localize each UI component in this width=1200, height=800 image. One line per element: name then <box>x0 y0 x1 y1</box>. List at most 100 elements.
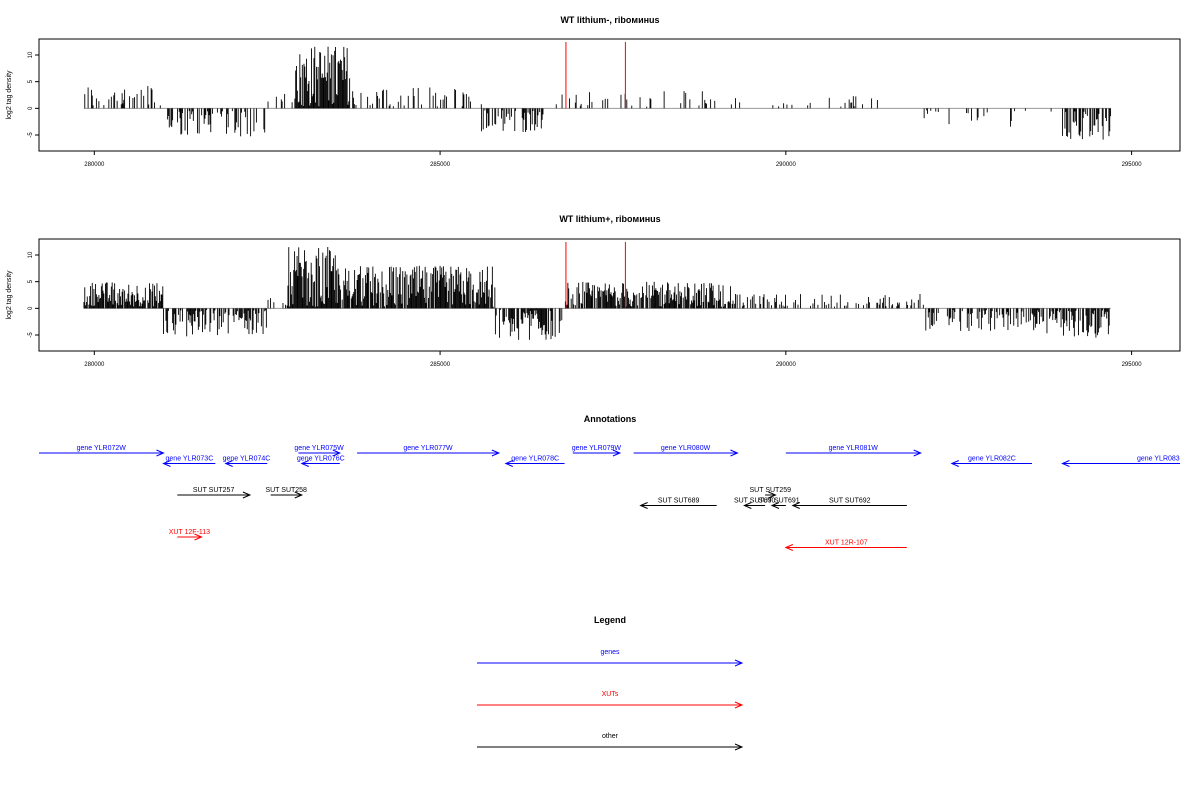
feature-gene: gene YLR079W <box>572 445 622 457</box>
feature-label: gene YLR081W <box>829 445 879 452</box>
feature-label: gene YLR078C <box>511 456 559 463</box>
feature-label: XUT 12F-113 <box>169 529 210 536</box>
x-tick-label: 285000 <box>430 362 451 368</box>
feature-other: SUT SUT259 <box>750 487 792 499</box>
legend-arrowhead <box>734 743 744 751</box>
feature-gene: gene YLR076C <box>297 456 345 467</box>
annotation-features: gene YLR072W gene YLR073C gene YLR074C gene… <box>39 445 1180 551</box>
feature-label: gene YLR073C <box>166 456 214 463</box>
feature-label: gene YLR083 <box>1137 456 1180 463</box>
feature-label: SUT SUT689 <box>658 498 700 505</box>
feature-gene: gene YLR075W <box>294 445 344 457</box>
y-tick-label: 0 <box>28 306 34 310</box>
feature-arrowhead <box>743 502 752 509</box>
feature-arrowhead <box>913 449 922 457</box>
feature-other: SUT SUT258 <box>265 487 307 499</box>
y-tick-label: 5 <box>28 279 34 283</box>
feature-label: gene YLR074C <box>223 456 271 463</box>
feature-gene: gene YLR074C <box>223 456 271 467</box>
feature-other: SUT SUT689 <box>639 498 717 509</box>
x-tick-label: 290000 <box>776 162 797 168</box>
feature-label: SUT SUT258 <box>265 487 307 494</box>
feature-label: gene YLR072W <box>77 445 127 452</box>
feature-gene: gene YLR083 <box>1061 456 1180 467</box>
y-tick-label: 5 <box>28 79 34 83</box>
feature-label: gene YLR077W <box>403 445 453 452</box>
feature-arrowhead <box>194 533 203 541</box>
feature-arrowhead <box>639 502 648 509</box>
feature-arrowhead <box>730 449 739 457</box>
feature-other: SUT SUT690 <box>734 498 776 509</box>
y-tick-label: 10 <box>28 251 34 258</box>
legend-items: genes XUTs other <box>477 649 744 751</box>
feature-arrowhead <box>491 449 501 457</box>
feature-arrowhead <box>1061 460 1070 467</box>
feature-label: XUT 12R-107 <box>825 540 868 547</box>
panel-2-frame <box>38 238 1181 352</box>
y-tick-label: 0 <box>28 106 34 110</box>
feature-arrowhead <box>950 460 959 467</box>
legend-arrowhead <box>734 659 744 667</box>
feature-label: gene YLR079W <box>572 445 622 452</box>
feature-label: SUT SUT259 <box>750 487 792 494</box>
panel-2-axes: 280000 285000 290000 295000 -5 0 5 10 <box>28 251 1142 368</box>
x-tick-label: 285000 <box>430 162 451 168</box>
x-tick-label: 290000 <box>776 362 797 368</box>
panel-1-frame <box>38 38 1181 152</box>
feature-label: gene YLR082C <box>968 456 1016 463</box>
panel-lithium-plus: WT lithium+, riboминus log2 tag density … <box>6 214 1181 368</box>
panel-2-bars <box>83 247 1111 340</box>
panel-lithium-minus: WT lithium-, riboминus log2 tag density … <box>6 15 1181 168</box>
panel-1-axes: 280000 285000 290000 295000 -5 0 5 10 <box>28 51 1142 168</box>
feature-label: SUT SUT257 <box>193 487 235 494</box>
feature-xut: XUT 12R-107 <box>784 540 907 551</box>
feature-other: SUT SUT692 <box>791 498 907 509</box>
y-tick-label: -5 <box>28 332 34 338</box>
legend-label: XUTs <box>602 691 619 698</box>
feature-arrowhead <box>300 460 309 467</box>
panel-2-markers <box>565 242 626 309</box>
feature-gene: gene YLR078C <box>504 456 565 467</box>
legend-panel: Legend genes XUTs other <box>477 615 744 751</box>
feature-label: SUT SUT692 <box>829 498 871 505</box>
feature-arrowhead <box>784 544 794 551</box>
legend-label: genes <box>600 649 620 656</box>
feature-arrowhead <box>156 449 165 457</box>
x-tick-label: 280000 <box>84 362 105 368</box>
feature-gene: gene YLR073C <box>162 456 216 467</box>
feature-gene: gene YLR082C <box>950 456 1033 467</box>
feature-label: SUT SUT691 <box>758 498 800 505</box>
legend-arrowhead <box>734 701 744 709</box>
feature-xut: XUT 12F-113 <box>169 529 210 541</box>
feature-arrowhead <box>768 491 777 499</box>
feature-label: gene YLR080W <box>661 445 711 452</box>
feature-label: gene YLR076C <box>297 456 345 463</box>
feature-other: SUT SUT257 <box>177 487 252 499</box>
feature-gene: gene YLR080W <box>633 445 739 457</box>
x-tick-label: 295000 <box>1122 162 1143 168</box>
feature-other: SUT SUT691 <box>758 498 800 509</box>
feature-arrowhead <box>612 449 622 457</box>
feature-gene: gene YLR077W <box>357 445 501 457</box>
feature-arrowhead <box>504 460 513 467</box>
feature-arrowhead <box>224 460 233 467</box>
legend-title: Legend <box>594 615 626 625</box>
legend-label: other <box>602 733 619 740</box>
feature-arrowhead <box>294 491 304 499</box>
feature-arrowhead <box>791 502 800 509</box>
feature-label: SUT SUT690 <box>734 498 776 505</box>
feature-arrowhead <box>770 502 780 509</box>
annotations-title: Annotations <box>584 414 637 424</box>
feature-arrowhead <box>242 491 252 499</box>
feature-gene: gene YLR081W <box>785 445 922 457</box>
x-tick-label: 280000 <box>84 162 105 168</box>
x-tick-label: 295000 <box>1122 362 1143 368</box>
feature-arrowhead <box>332 449 342 457</box>
feature-arrowhead <box>162 460 171 467</box>
panel-1-markers <box>565 42 626 109</box>
y-tick-label: -5 <box>28 132 34 138</box>
panel-1-ylabel: log2 tag density <box>6 70 13 120</box>
panel-1-title: WT lithium-, riboминus <box>560 15 659 25</box>
